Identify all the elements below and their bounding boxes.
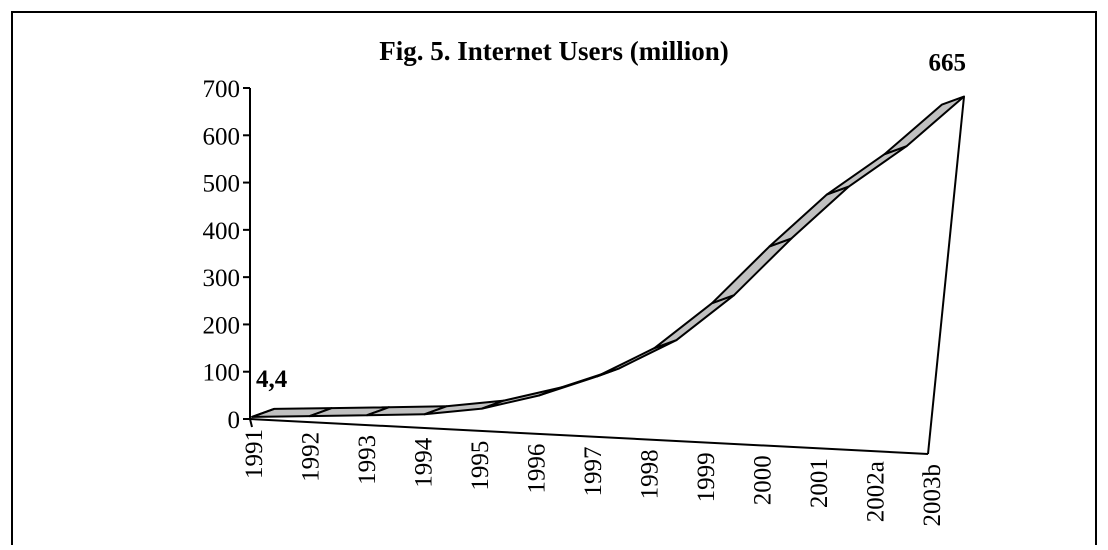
y-axis: 0 100 200 300 400 500 600 700 — [203, 76, 251, 434]
x-tick-label: 1991 — [241, 429, 268, 479]
x-tick-label: 1998 — [637, 449, 664, 499]
y-tick-label: 200 — [203, 312, 241, 339]
chart-floor — [249, 96, 965, 455]
x-axis: 1991 1992 1993 1994 1995 1996 1997 1998 1999 2000… — [241, 429, 946, 527]
y-tick-label: 700 — [203, 76, 241, 103]
chart-title: Fig. 5. Internet Users (million) — [379, 36, 728, 66]
data-label: 665 — [929, 50, 967, 77]
y-tick-label: 400 — [203, 218, 241, 245]
ribbon-left-cap — [251, 407, 275, 418]
y-tick-label: 0 — [228, 407, 241, 434]
y-tick-label: 600 — [203, 123, 241, 150]
ribbon-segment-2002a — [883, 95, 965, 156]
y-tick-label: 500 — [203, 171, 241, 198]
y-tick-label: 100 — [203, 360, 241, 387]
x-tick-label: 2001 — [806, 458, 833, 508]
x-tick-label: 1992 — [298, 432, 325, 482]
floor-corner-edge — [249, 418, 253, 428]
x-tick-label: 1996 — [524, 444, 551, 494]
x-tick-label: 2002a — [863, 461, 890, 522]
x-tick-label: 1993 — [354, 435, 381, 485]
chart-border — [11, 11, 1097, 550]
y-tick-label: 300 — [203, 265, 241, 292]
x-tick-label: 1995 — [467, 441, 494, 491]
data-ribbon — [251, 95, 965, 418]
x-tick-label: 2000 — [750, 455, 777, 505]
data-label: 4,4 — [256, 366, 288, 393]
x-tick-label: 1997 — [580, 447, 607, 497]
x-tick-label: 2003b — [919, 464, 946, 527]
right-wall-edge — [927, 96, 965, 455]
x-tick-label: 1999 — [693, 452, 720, 502]
x-tick-label: 1994 — [411, 437, 438, 488]
data-labels: 4,4 665 — [256, 50, 966, 393]
floor-front-edge — [249, 418, 929, 455]
